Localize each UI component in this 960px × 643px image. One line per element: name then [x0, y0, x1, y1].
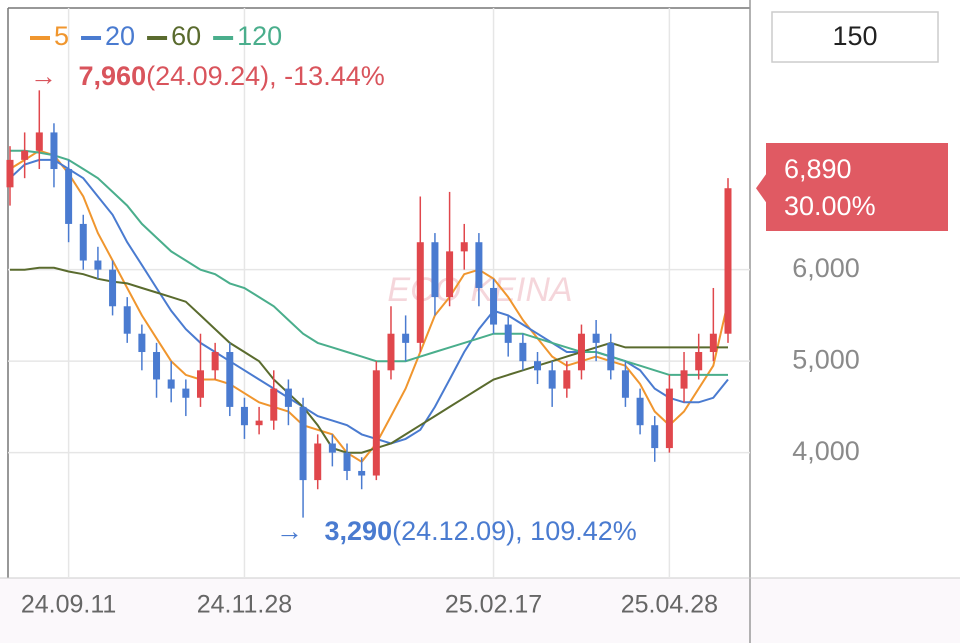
- candle-body: [416, 242, 424, 343]
- candle-body: [548, 370, 556, 389]
- x-tick-label: 24.09.11: [21, 591, 116, 619]
- candle-body: [621, 370, 629, 398]
- candle-body: [709, 333, 717, 353]
- ma-line: [10, 149, 728, 376]
- candle-body: [299, 406, 307, 481]
- candle-body: [123, 306, 131, 334]
- candle-body: [94, 260, 102, 270]
- min-note: → 3,290(24.12.09), 109.42%: [276, 516, 637, 546]
- candle-body: [196, 370, 204, 398]
- candle-body: [665, 388, 673, 449]
- grid: [8, 8, 750, 578]
- period-button-box[interactable]: [771, 11, 939, 63]
- max-note: → 7,960(24.09.24), -13.44%: [30, 61, 385, 91]
- candle-body: [651, 425, 659, 449]
- min-price: 3,290: [325, 516, 393, 546]
- legend-label: 20: [105, 21, 135, 51]
- legend: 5 20 60 120: [30, 21, 282, 51]
- last-price-tag: 6,890 30.00%: [756, 143, 948, 231]
- candle-body: [21, 150, 29, 160]
- ma-line: [9, 158, 729, 445]
- legend-label: 5: [54, 21, 69, 51]
- candle-body: [211, 352, 219, 371]
- y-tick-label: 4,000: [792, 436, 860, 466]
- candle-body: [607, 342, 615, 371]
- x-tick-label: 24.11.28: [197, 591, 292, 619]
- candle-body: [79, 223, 87, 261]
- price-tag-price: 6,890: [784, 154, 852, 184]
- candle-body: [358, 470, 366, 476]
- candle-body: [577, 333, 585, 371]
- candle-body: [167, 379, 175, 389]
- candle-body: [402, 333, 410, 343]
- candle-body: [387, 333, 395, 371]
- candle-body: [504, 324, 512, 343]
- y-axis: 4,000 5,000 6,000: [792, 253, 860, 466]
- candle-body: [6, 159, 14, 188]
- candle-body: [724, 188, 732, 334]
- x-tick-label: 25.04.28: [621, 591, 718, 619]
- y-tick-label: 5,000: [792, 344, 860, 374]
- candle-body: [35, 132, 43, 151]
- candle-body: [328, 443, 336, 453]
- candle-body: [431, 242, 439, 298]
- candle-body: [314, 443, 322, 481]
- candle-body: [153, 352, 161, 380]
- candle-body: [563, 370, 571, 389]
- price-tag-box: [756, 143, 948, 231]
- min-arrow: →: [276, 516, 303, 546]
- moving-averages: [9, 149, 729, 464]
- candle-body: [475, 242, 483, 288]
- candle-body: [460, 242, 468, 252]
- candle-body: [490, 287, 498, 325]
- max-price: 7,960: [79, 61, 147, 91]
- candle-body: [284, 388, 292, 407]
- candle-body: [519, 342, 527, 362]
- candle-body: [636, 397, 644, 426]
- candle-body: [50, 132, 58, 170]
- candle-body: [592, 333, 600, 343]
- price-tag-change: 30.00%: [784, 191, 876, 221]
- candle-body: [680, 370, 688, 389]
- period-button[interactable]: 150: [771, 11, 939, 63]
- candle-body: [695, 352, 703, 371]
- candle-body: [240, 406, 248, 426]
- candle-body: [446, 251, 454, 298]
- legend-label: 120: [237, 21, 282, 51]
- candles: [6, 90, 732, 518]
- candle-body: [343, 452, 351, 471]
- x-tick-label: 25.02.17: [445, 591, 542, 619]
- max-arrow: →: [30, 61, 57, 91]
- max-detail: (24.09.24), -13.44%: [146, 61, 385, 91]
- candle-body: [182, 388, 190, 398]
- y-tick-label: 6,000: [792, 253, 860, 283]
- candle-body: [226, 352, 234, 407]
- candle-body: [109, 269, 117, 307]
- candle-body: [65, 169, 73, 224]
- min-detail: (24.12.09), 109.42%: [392, 516, 637, 546]
- date-strip: [0, 578, 960, 643]
- period-button-label[interactable]: 150: [832, 21, 877, 51]
- candle-body: [255, 420, 263, 426]
- candle-body: [372, 370, 380, 476]
- candle-body: [534, 361, 542, 371]
- candle-body: [270, 388, 278, 421]
- legend-label: 60: [171, 21, 201, 51]
- candle-body: [138, 333, 146, 353]
